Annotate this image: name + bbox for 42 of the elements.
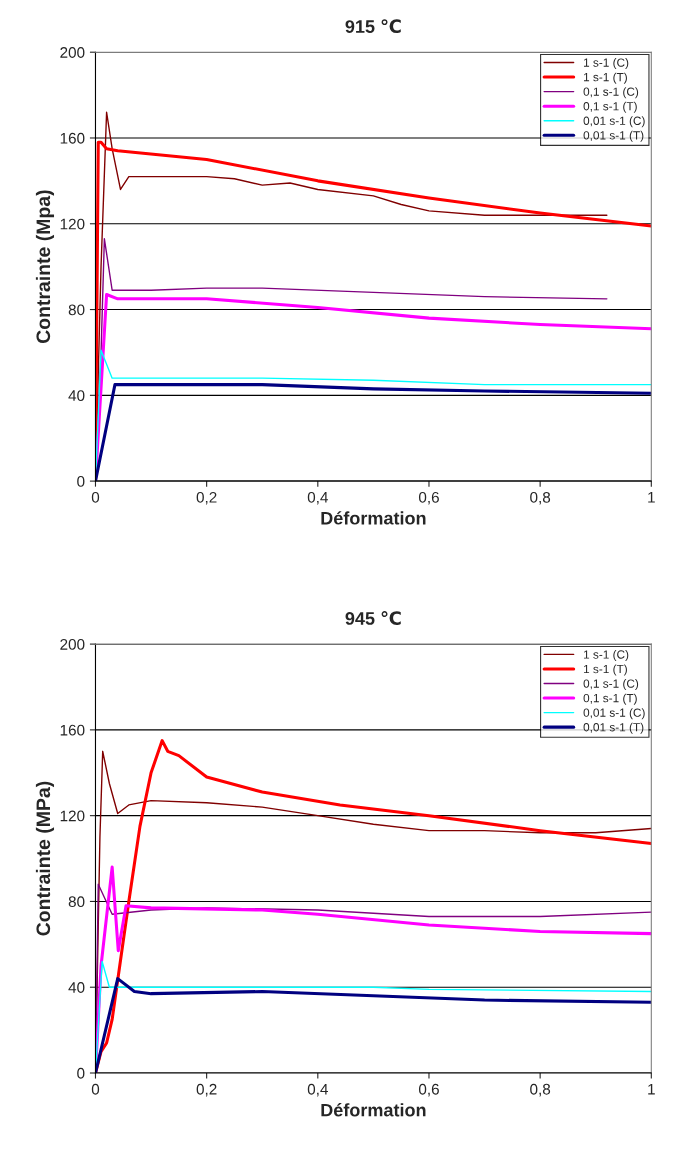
y-tick-label: 120 [60,810,85,822]
y-tick-label: 120 [60,218,85,230]
x-tick-label: 0,8 [530,1083,551,1097]
y-tick-label: 80 [68,896,85,908]
x-tick-label: 0,2 [196,491,217,505]
legend-label: 0,1 s-1 (T) [583,693,637,705]
y-tick-label: 40 [68,982,85,993]
x-tick-label: 1 [648,1083,655,1095]
y-axis-title: Contrainte (Mpa) [35,190,55,344]
y-tick-label: 0 [77,1067,85,1079]
x-tick-label: 0 [91,491,100,503]
x-tick-label: 1 [648,492,655,503]
x-tick-label: 0,8 [530,491,551,505]
chart-title: 915 ℃ [345,19,401,34]
legend-label: 0,1 s-1 (C) [583,87,639,99]
legend-label: 1 s-1 (C) [583,650,629,661]
legend-label: 0,1 s-1 (T) [583,101,637,113]
legend-label: 1 s-1 (T) [583,72,627,84]
legend-label: 0,01 s-1 (T) [583,130,644,142]
y-tick-label: 200 [60,47,85,58]
legend-label: 0,1 s-1 (C) [583,679,639,691]
y-tick-label: 160 [60,724,85,736]
y-axis-title: Contrainte (MPa) [35,781,55,936]
x-tick-label: 0,6 [418,1083,439,1097]
x-tick-label: 0,4 [307,491,328,505]
legend-label: 1 s-1 (T) [583,664,627,676]
y-tick-label: 0 [77,475,85,487]
x-tick-label: 0,4 [307,1083,328,1097]
x-axis-title: Déformation [321,511,426,525]
legend-label: 0,01 s-1 (C) [583,708,645,720]
y-tick-label: 160 [60,132,85,144]
legend-label: 0,01 s-1 (T) [583,722,644,734]
legend-label: 1 s-1 (C) [583,58,629,70]
y-tick-label: 40 [68,390,85,402]
legend-label: 0,01 s-1 (C) [583,116,645,128]
y-tick-label: 80 [68,304,85,316]
x-tick-label: 0,2 [196,1083,217,1097]
x-axis-title: Déformation [321,1103,426,1117]
chart-title: 945 ℃ [345,611,401,625]
x-tick-label: 0,6 [418,491,439,505]
y-tick-label: 200 [60,638,85,650]
x-tick-label: 0 [91,1083,100,1095]
